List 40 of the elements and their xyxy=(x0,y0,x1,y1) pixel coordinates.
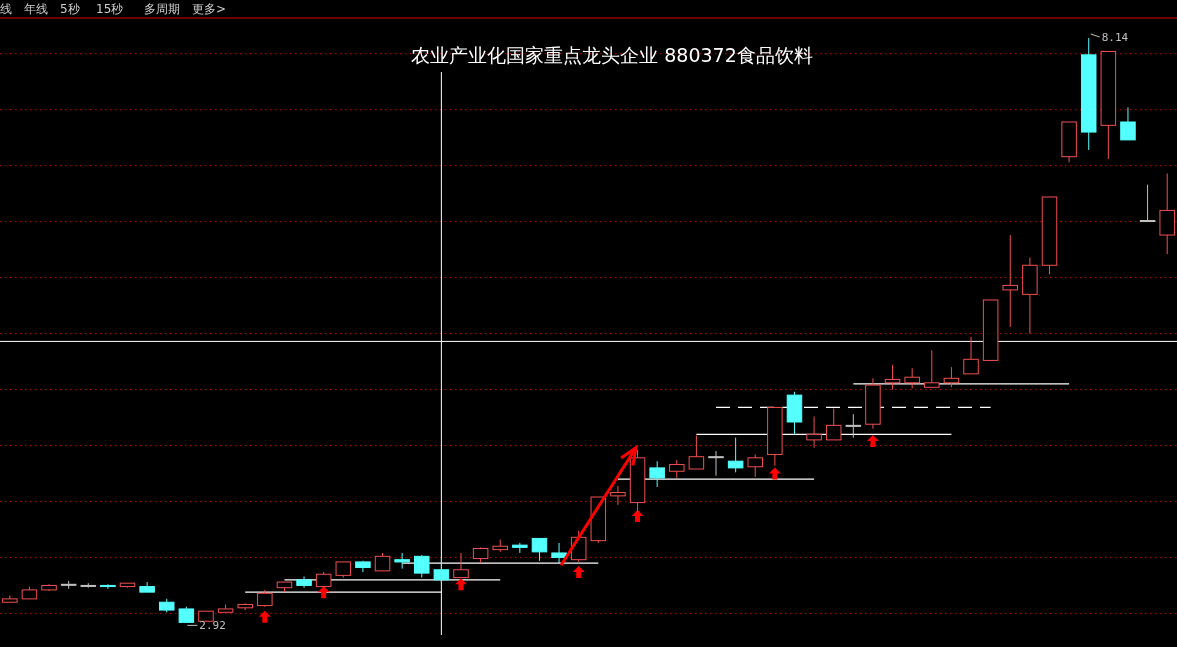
candlestick xyxy=(649,460,665,488)
point xyxy=(768,467,781,480)
candlestick xyxy=(414,554,430,579)
candlestick xyxy=(551,542,567,564)
candlestick xyxy=(433,556,450,584)
text: 年线 xyxy=(24,2,48,16)
candlestick xyxy=(688,434,705,470)
candlestick xyxy=(806,415,822,449)
text: 更多> xyxy=(192,2,227,16)
point xyxy=(454,578,467,591)
candlestick xyxy=(727,437,744,473)
candlestick xyxy=(1002,234,1019,328)
candlestick xyxy=(845,413,862,439)
point xyxy=(866,435,879,448)
candlestick xyxy=(453,552,469,579)
point xyxy=(258,610,271,623)
annotation: 8.14 xyxy=(1101,31,1129,45)
candlestick xyxy=(1120,106,1136,141)
text: 农业产业化国家重点龙头企业 880372食品饮料 xyxy=(411,44,813,66)
candlestick xyxy=(825,408,842,441)
candlestick xyxy=(610,485,626,506)
text: 5秒 xyxy=(60,2,80,16)
candlestick xyxy=(1139,184,1156,222)
candlestick xyxy=(531,537,548,562)
text: 15秒 xyxy=(96,2,124,16)
text: 线 xyxy=(0,2,12,16)
candlestick xyxy=(394,552,410,570)
point xyxy=(631,510,644,523)
candlestick xyxy=(708,450,724,477)
candlestick xyxy=(100,583,116,590)
candlestick xyxy=(296,575,312,589)
candlestick xyxy=(747,453,763,478)
candlestick xyxy=(904,367,920,389)
annotation: 2.92 xyxy=(199,619,226,633)
candlestick xyxy=(884,364,901,391)
candlestick xyxy=(924,349,940,388)
text: 多周期 xyxy=(144,2,180,16)
candlestick xyxy=(963,336,979,375)
point xyxy=(572,566,585,578)
point xyxy=(317,586,330,599)
